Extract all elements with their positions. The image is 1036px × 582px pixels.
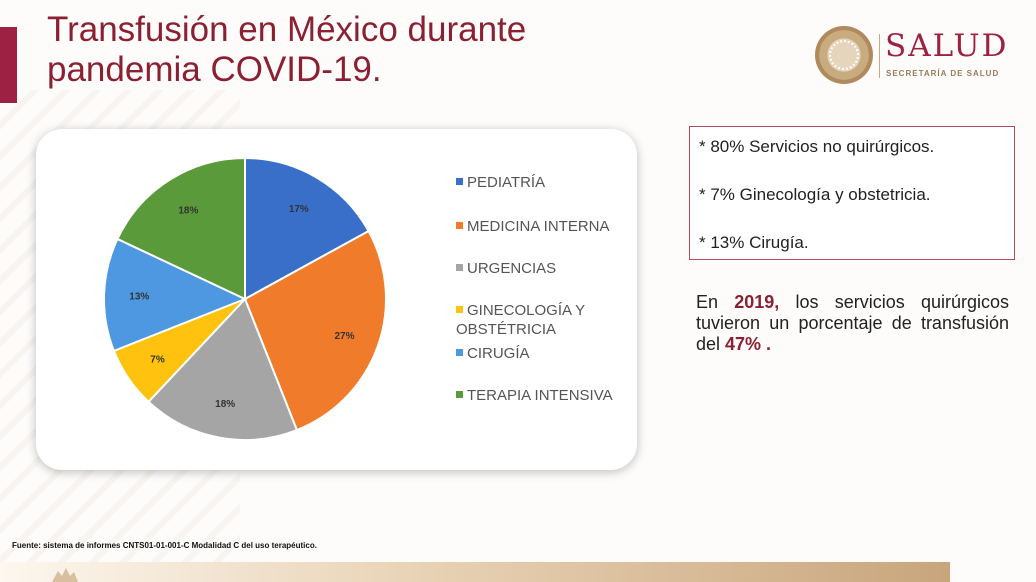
coat-of-arms-seal-icon <box>815 26 873 84</box>
legend-item-cirugia: CIRUGÍA <box>456 344 530 363</box>
pie-slice-label-3: 7% <box>150 354 165 365</box>
footer-band <box>0 562 950 582</box>
legend-item-pediatria: PEDIATRÍA <box>456 173 545 192</box>
logo-name: SALUD <box>885 28 1009 64</box>
legend-label: GINECOLOGÍA Y OBSTÉTRICIA <box>456 302 585 338</box>
slide-title: Transfusión en México durante pandemia C… <box>47 10 527 89</box>
salud-logo: SALUD SECRETARÍA DE SALUD <box>815 26 1030 86</box>
footer-ornament-icon <box>52 568 78 582</box>
pie-slice-5 <box>116 156 246 301</box>
pie-chart-card: 17% 27% 18% 7% 13% 18% <box>36 129 637 470</box>
legend-item-urgencias: URGENCIAS <box>456 259 556 278</box>
legend-swatch <box>456 177 463 185</box>
pie-slice-label-2: 18% <box>215 399 235 410</box>
legend-label: MEDICINA INTERNA <box>467 218 610 235</box>
note-non-surgical: * 80% Servicios no quirúrgicos. <box>699 137 935 156</box>
legend-swatch <box>456 263 463 271</box>
logo-divider <box>879 34 880 78</box>
legend-item-medicina-interna: MEDICINA INTERNA <box>456 217 610 236</box>
note-gynecology: * 7% Ginecología y obstetricia. <box>699 185 931 204</box>
pie-slice-4 <box>103 237 248 353</box>
legend-item-terapia-intensiva: TERAPIA INTENSIVA <box>456 386 613 405</box>
paragraph-prefix: En <box>696 292 735 312</box>
paragraph-percent: 47% . <box>725 334 772 354</box>
legend-item-ginecologia: GINECOLOGÍA Y OBSTÉTRICIA <box>456 301 621 339</box>
pie-slice-label-5: 18% <box>178 206 198 217</box>
legend-label: CIRUGÍA <box>467 345 530 362</box>
pie-chart: 17% 27% 18% 7% 13% 18% <box>103 156 387 441</box>
legend-swatch <box>456 348 463 356</box>
pie-slice-label-4: 13% <box>129 292 149 303</box>
legend-swatch <box>456 221 463 229</box>
pie-slice-label-1: 27% <box>334 331 354 342</box>
pie-slice-0 <box>244 156 370 301</box>
legend-label: PEDIATRÍA <box>467 174 546 191</box>
logo-subtitle: SECRETARÍA DE SALUD <box>886 69 1000 78</box>
legend-swatch <box>456 305 463 313</box>
title-accent-bar <box>0 27 17 103</box>
pie-slice-label-0: 17% <box>289 204 309 215</box>
legend-label: TERAPIA INTENSIVA <box>467 387 613 404</box>
pie-slice-1 <box>243 229 387 432</box>
paragraph-middle: los servicios quirúrgicos tuvieron un po… <box>696 292 1009 354</box>
legend-label: URGENCIAS <box>467 260 557 277</box>
surgical-paragraph: En 2019, los servicios quirúrgicos tuvie… <box>696 292 1009 355</box>
paragraph-year: 2019, <box>734 292 780 312</box>
summary-box: * 80% Servicios no quirúrgicos. * 7% Gin… <box>689 126 1015 260</box>
source-note: Fuente: sistema de informes CNTS01-01-00… <box>12 541 317 550</box>
note-surgery: * 13% Cirugía. <box>699 233 809 252</box>
legend-swatch <box>456 390 463 398</box>
pie-slice-2 <box>147 297 299 441</box>
